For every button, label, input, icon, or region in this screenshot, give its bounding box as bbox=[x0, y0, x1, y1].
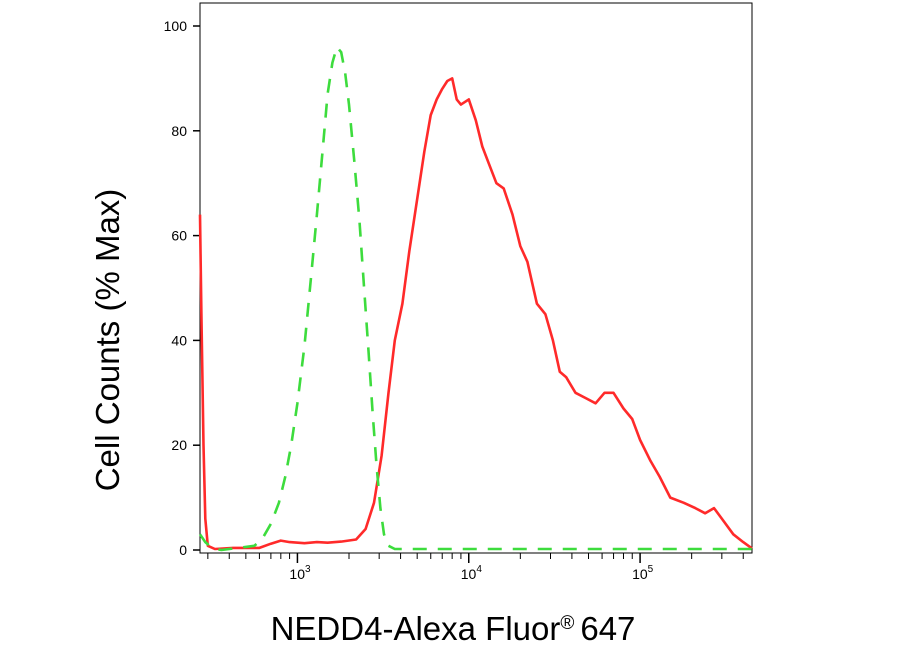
x-axis-title: NEDD4-Alexa Fluor® 647 bbox=[271, 610, 636, 647]
x-axis-title-main: NEDD4-Alexa Fluor bbox=[271, 610, 561, 647]
x-minor-ticks bbox=[207, 553, 744, 559]
y-tick-label: 40 bbox=[171, 332, 187, 348]
series-layer bbox=[198, 45, 753, 552]
y-axis: 0 20 40 60 80 100 bbox=[164, 18, 200, 558]
x-tick-label: 105 bbox=[632, 564, 654, 582]
x-tick-label: 104 bbox=[461, 564, 483, 582]
y-tick-label: 80 bbox=[171, 123, 187, 139]
plot-frame bbox=[199, 2, 753, 554]
series-line-2 bbox=[198, 45, 752, 552]
y-axis-title: Cell Counts (% Max) bbox=[89, 189, 126, 492]
series-line-1 bbox=[198, 77, 753, 551]
x-tick-label: 103 bbox=[289, 564, 311, 582]
y-tick-label: 60 bbox=[171, 228, 187, 244]
y-tick-label: 100 bbox=[164, 18, 188, 34]
y-tick-label: 0 bbox=[179, 542, 187, 558]
x-axis-title-suffix: 647 bbox=[580, 610, 635, 647]
y-tick-label: 20 bbox=[171, 437, 187, 453]
x-axis: 103 104 105 bbox=[289, 553, 654, 582]
registered-mark: ® bbox=[560, 613, 574, 634]
